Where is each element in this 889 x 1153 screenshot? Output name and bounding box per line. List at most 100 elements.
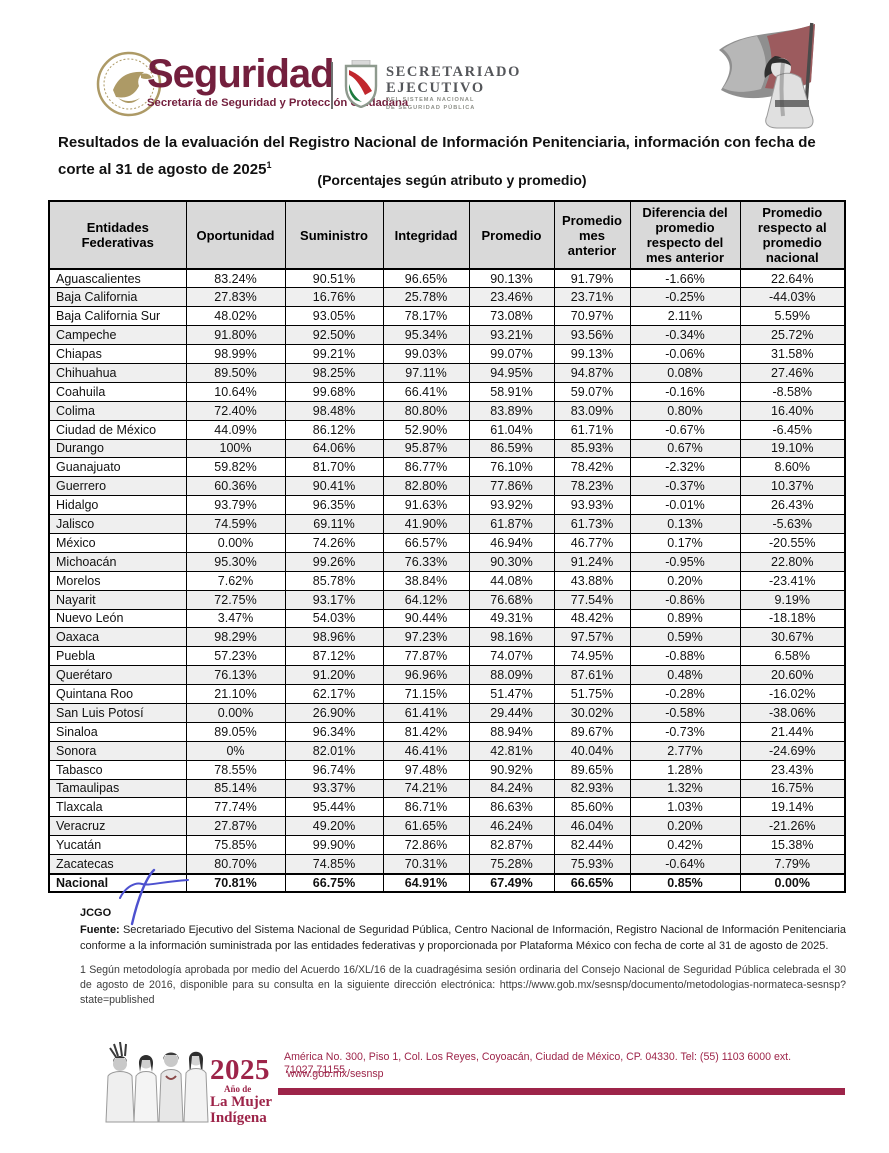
secretariado-sub1: DEL SISTEMA NACIONAL — [386, 97, 475, 103]
value-cell: 89.05% — [185, 721, 286, 742]
value-cell: 69.11% — [284, 514, 384, 534]
table-row: México 0.00% 74.26% 66.57% 46.94% 46.77% 0.17%… — [48, 532, 846, 553]
column-header: Promedio — [468, 200, 555, 270]
value-cell: 66.41% — [382, 381, 470, 402]
value-cell: 61.65% — [382, 816, 470, 837]
value-cell: 8.60% — [739, 457, 846, 478]
value-cell: -1.66% — [629, 268, 741, 289]
value-cell: 2.77% — [629, 740, 741, 761]
page-title-text: Resultados de la evaluación del Registro… — [58, 134, 816, 178]
value-cell: 51.47% — [468, 684, 555, 704]
value-cell: 48.02% — [185, 306, 286, 327]
value-cell: 91.20% — [284, 665, 384, 686]
value-cell: 46.77% — [553, 532, 631, 553]
value-cell: 0.20% — [629, 570, 741, 591]
value-cell: 70.81% — [185, 872, 286, 893]
value-cell: 71.15% — [382, 684, 470, 704]
value-cell: 93.37% — [284, 778, 384, 799]
value-cell: 27.83% — [185, 287, 286, 308]
value-cell: 93.56% — [553, 325, 631, 346]
methodology-footnote: 1 Según metodología aprobada por medio d… — [80, 964, 846, 1006]
value-cell: 46.04% — [553, 816, 631, 837]
state-name-cell: Nayarit — [48, 589, 187, 610]
table-row: Tamaulipas 85.14% 93.37% 74.21% 84.24% 82.93%… — [48, 778, 846, 799]
secretariado-wordmark: SECRETARIADO EJECUTIVO DEL SISTEMA NACIO… — [386, 64, 521, 112]
secretariado-line2: EJECUTIVO — [386, 80, 485, 96]
value-cell: 60.36% — [185, 476, 286, 497]
value-cell: 97.11% — [382, 362, 470, 383]
value-cell: 61.41% — [382, 702, 470, 723]
value-cell: 88.94% — [468, 721, 555, 742]
value-cell: -20.55% — [739, 532, 846, 553]
state-name-cell: Zacatecas — [48, 854, 187, 874]
value-cell: 64.12% — [382, 589, 470, 610]
value-cell: -21.26% — [739, 816, 846, 837]
value-cell: 0.42% — [629, 835, 741, 856]
value-cell: -38.06% — [739, 702, 846, 723]
state-name-cell: Hidalgo — [48, 495, 187, 516]
value-cell: 77.54% — [553, 589, 631, 610]
state-name-cell: Durango — [48, 438, 187, 459]
value-cell: 89.50% — [185, 362, 286, 383]
value-cell: 54.03% — [284, 608, 384, 629]
state-name-cell: San Luis Potosí — [48, 702, 187, 723]
value-cell: 95.44% — [284, 797, 384, 818]
value-cell: 41.90% — [382, 514, 470, 534]
state-name-cell: Baja California — [48, 287, 187, 308]
state-name-cell: Nacional — [48, 872, 187, 893]
value-cell: 97.48% — [382, 759, 470, 780]
value-cell: 76.10% — [468, 457, 555, 478]
value-cell: 20.60% — [739, 665, 846, 686]
value-cell: 81.42% — [382, 721, 470, 742]
woman-with-flag-image — [719, 22, 815, 129]
value-cell: 46.94% — [468, 532, 555, 553]
state-name-cell: Guanajuato — [48, 457, 187, 478]
value-cell: 29.44% — [468, 702, 555, 723]
value-cell: 96.65% — [382, 268, 470, 289]
value-cell: -0.58% — [629, 702, 741, 723]
value-cell: 99.03% — [382, 344, 470, 364]
brand-tagline: Secretaría de Seguridad y Protección Ciu… — [147, 97, 409, 109]
value-cell: 87.61% — [553, 665, 631, 686]
value-cell: 0.59% — [629, 627, 741, 648]
state-name-cell: Chihuahua — [48, 362, 187, 383]
value-cell: 0.00% — [185, 702, 286, 723]
state-name-cell: Sonora — [48, 740, 187, 761]
value-cell: 96.74% — [284, 759, 384, 780]
value-cell: -0.28% — [629, 684, 741, 704]
value-cell: 98.25% — [284, 362, 384, 383]
value-cell: 72.40% — [185, 400, 286, 421]
table-row: Baja California Sur 48.02% 93.05% 78.17% 73.… — [48, 306, 846, 327]
column-header: Suministro — [284, 200, 384, 270]
value-cell: 5.59% — [739, 306, 846, 327]
value-cell: 100% — [185, 438, 286, 459]
value-cell: 19.10% — [739, 438, 846, 459]
column-header: Promedio mes anterior — [553, 200, 631, 270]
table-row: San Luis Potosí 0.00% 26.90% 61.41% 29.44% 30… — [48, 702, 846, 723]
value-cell: 59.82% — [185, 457, 286, 478]
table-row: Querétaro 76.13% 91.20% 96.96% 88.09% 87.61% 0… — [48, 665, 846, 686]
value-cell: -44.03% — [739, 287, 846, 308]
value-cell: 93.92% — [468, 495, 555, 516]
state-name-cell: Campeche — [48, 325, 187, 346]
value-cell: 92.50% — [284, 325, 384, 346]
value-cell: 80.70% — [185, 854, 286, 874]
value-cell: 78.42% — [553, 457, 631, 478]
value-cell: 0.08% — [629, 362, 741, 383]
value-cell: 95.34% — [382, 325, 470, 346]
table-row: Sinaloa 89.05% 96.34% 81.42% 88.94% 89.67% -0.… — [48, 721, 846, 742]
value-cell: 74.59% — [185, 514, 286, 534]
table-row: Sonora 0% 82.01% 46.41% 42.81% 40.04% 2.77% -24… — [48, 740, 846, 761]
value-cell: 85.14% — [185, 778, 286, 799]
value-cell: 30.02% — [553, 702, 631, 723]
table-row: Tabasco 78.55% 96.74% 97.48% 90.92% 89.65% 1.2… — [48, 759, 846, 780]
value-cell: 22.80% — [739, 551, 846, 572]
value-cell: -0.86% — [629, 589, 741, 610]
value-cell: 38.84% — [382, 570, 470, 591]
value-cell: 0.85% — [629, 872, 741, 893]
table-row: Morelos 7.62% 85.78% 38.84% 44.08% 43.88% 0.20… — [48, 570, 846, 591]
source-note: Fuente: Secretariado Ejecutivo del Siste… — [80, 923, 846, 954]
value-cell: 0.20% — [629, 816, 741, 837]
header-divider — [331, 62, 333, 109]
